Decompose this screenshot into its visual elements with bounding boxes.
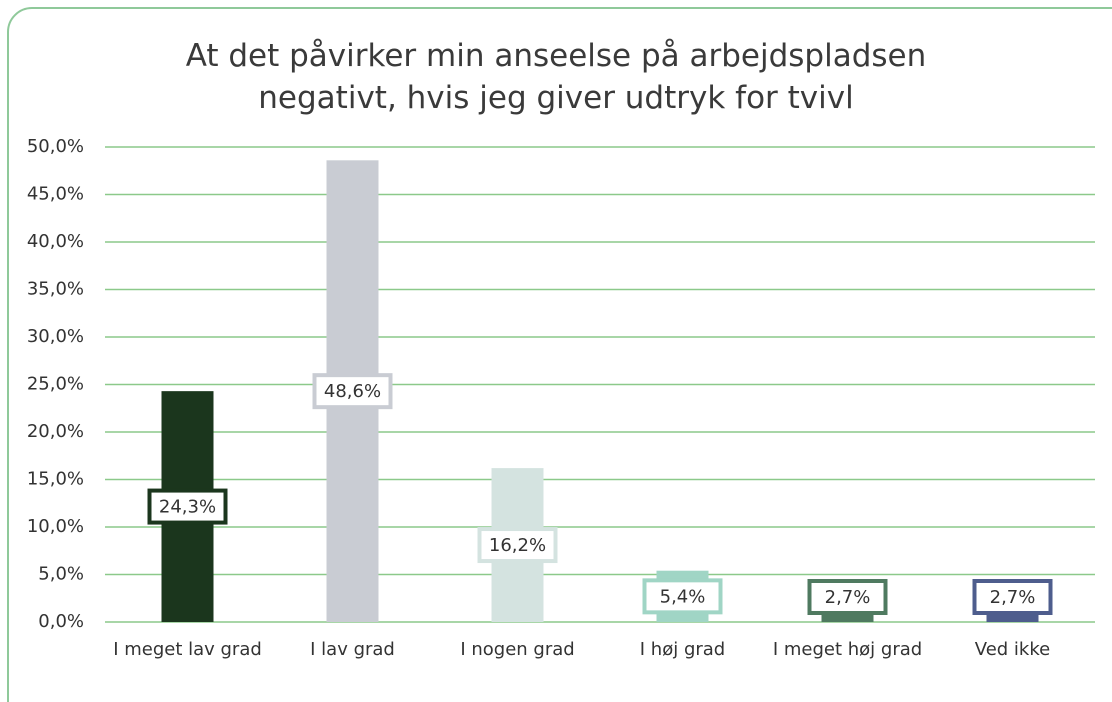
value-label-box [147,488,228,525]
x-tick-label: Ved ikke [974,639,1051,660]
value-label-box [312,373,393,410]
value-label-box [807,579,888,615]
value-label: 2,7% [990,587,1036,608]
y-tick-label: 35,0% [27,279,84,300]
value-label: 48,6% [324,381,381,402]
y-tick-label: 50,0% [27,136,84,157]
y-tick-label: 40,0% [27,231,84,252]
y-tick-label: 20,0% [27,421,84,442]
y-tick-label: 45,0% [27,184,84,205]
y-tick-label: 10,0% [27,516,84,537]
value-label: 16,2% [489,535,546,556]
value-label-box [972,579,1053,615]
value-label-box [477,527,558,564]
y-tick-label: 0,0% [38,611,84,632]
chart-title: At det påvirker min anseelse på arbejdsp… [185,38,927,74]
value-label: 2,7% [825,587,871,608]
y-tick-label: 30,0% [27,326,84,347]
y-tick-label: 5,0% [38,564,84,585]
x-tick-label: I høj grad [639,639,726,660]
value-label: 24,3% [159,497,216,518]
chart-title: negativt, hvis jeg giver udtryk for tviv… [258,80,854,116]
y-tick-label: 15,0% [27,469,84,490]
value-label-box [642,578,723,615]
x-tick-label: I meget lav grad [113,639,262,660]
x-tick-label: I meget høj grad [772,639,923,660]
value-label: 5,4% [660,586,706,607]
y-tick-label: 25,0% [27,374,84,395]
x-tick-label: I lav grad [310,639,395,660]
x-tick-label: I nogen grad [460,639,575,660]
chart-border [7,7,1112,702]
